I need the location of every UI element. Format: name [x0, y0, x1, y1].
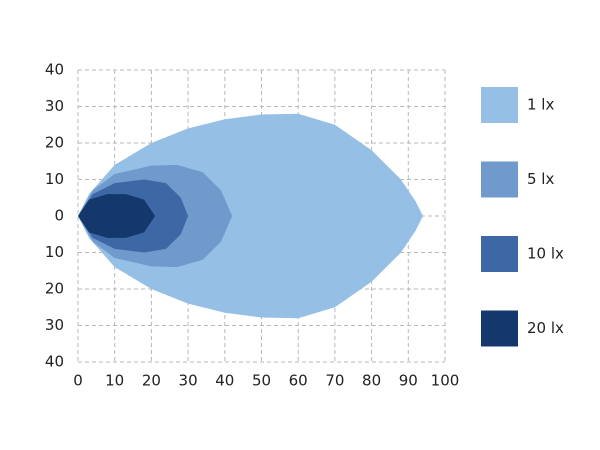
- legend-label: 1 lx: [527, 96, 554, 114]
- y-tick-label: 30: [45, 316, 64, 334]
- legend-swatch: [481, 236, 518, 272]
- isolux-area: [78, 113, 423, 319]
- legend-label: 10 lx: [527, 245, 564, 263]
- x-tick-label: 80: [362, 372, 381, 390]
- x-tick-label: 50: [252, 372, 271, 390]
- legend-swatch: [481, 161, 518, 198]
- legend-label: 20 lx: [527, 319, 564, 337]
- y-tick-label: 10: [45, 243, 64, 261]
- y-tick-label: 40: [45, 353, 64, 371]
- legend-label: 5 lx: [527, 170, 554, 188]
- x-tick-label: 10: [105, 372, 124, 390]
- x-tick-label: 30: [179, 372, 198, 390]
- y-tick-label: 10: [45, 170, 64, 188]
- y-tick-label: 20: [45, 134, 64, 152]
- x-tick-label: 70: [325, 372, 344, 390]
- y-tick-label: 20: [45, 280, 64, 298]
- legend-swatch: [481, 310, 518, 347]
- x-tick-label: 90: [399, 372, 418, 390]
- x-tick-label: 0: [73, 372, 83, 390]
- x-tick-label: 40: [215, 372, 234, 390]
- isolux-area: [78, 194, 156, 238]
- y-tick-label: 0: [54, 207, 64, 225]
- y-tick-label: 40: [45, 61, 64, 79]
- legend-swatch: [481, 87, 518, 123]
- y-tick-label: 30: [45, 97, 64, 115]
- x-tick-label: 20: [142, 372, 161, 390]
- x-tick-label: 60: [289, 372, 308, 390]
- x-tick-label: 100: [431, 372, 460, 390]
